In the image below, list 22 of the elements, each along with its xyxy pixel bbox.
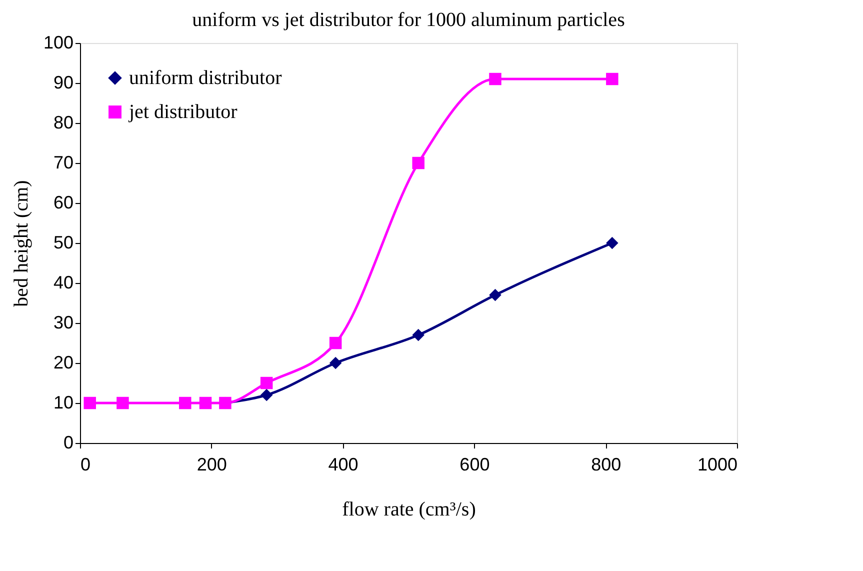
x-tick-label: 0 bbox=[80, 454, 91, 474]
y-tick-label: 50 bbox=[53, 232, 74, 252]
y-tick-label: 0 bbox=[63, 432, 74, 452]
y-tick-label: 40 bbox=[53, 272, 74, 292]
x-tick-label: 200 bbox=[196, 454, 227, 474]
y-tick-label: 90 bbox=[53, 72, 74, 92]
y-tick-label: 20 bbox=[53, 352, 74, 372]
y-tick-label: 60 bbox=[53, 192, 74, 212]
x-tick-label: 1000 bbox=[697, 454, 738, 474]
y-tick-label: 100 bbox=[43, 32, 74, 52]
y-tick-label: 70 bbox=[53, 152, 74, 172]
y-tick-label: 30 bbox=[53, 312, 74, 332]
y-axis-title: bed height (cm) bbox=[10, 180, 32, 307]
legend-label: jet distributor bbox=[128, 101, 238, 123]
x-tick-label: 800 bbox=[591, 454, 622, 474]
x-tick-label: 400 bbox=[328, 454, 358, 474]
y-tick-label: 80 bbox=[53, 112, 74, 132]
x-axis-title: flow rate (cm³/s) bbox=[342, 498, 476, 520]
chart-title: uniform vs jet distributor for 1000 aluminum particles bbox=[192, 9, 626, 31]
x-tick-label: 600 bbox=[460, 454, 490, 474]
legend-label: uniform distributor bbox=[129, 67, 282, 89]
y-tick-label: 10 bbox=[53, 392, 74, 412]
